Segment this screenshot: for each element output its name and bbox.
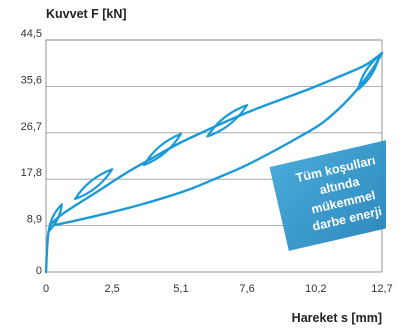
hysteresis-loop-1 <box>47 203 63 233</box>
hysteresis-loop-5 <box>357 54 381 91</box>
hysteresis-loop-4 <box>206 104 249 138</box>
badge-background <box>269 138 386 251</box>
x-tick-label: 5,1 <box>173 283 188 295</box>
curve-lower <box>52 51 384 227</box>
y-tick-label: 35,6 <box>21 74 42 86</box>
y-tick-label: 44,5 <box>21 28 42 40</box>
x-axis-title: Hareket s [mm] <box>292 311 382 325</box>
performance-badge: Tüm koşulları altında mükemmel darbe ene… <box>269 138 386 251</box>
curve-layer <box>44 51 384 274</box>
y-tick-label: 17,8 <box>21 167 42 179</box>
x-tick-label: 12,7 <box>371 283 392 295</box>
y-axis-title: Kuvvet F [kN] <box>46 7 127 21</box>
x-tick-label: 10,2 <box>305 283 326 295</box>
x-tick-label: 2,5 <box>104 283 119 295</box>
curve-upper <box>44 51 384 274</box>
hysteresis-loop-2 <box>74 168 114 201</box>
y-tick-label: 0 <box>36 265 42 277</box>
hysteresis-loop-3 <box>142 132 183 167</box>
tick-labels: 0 8,9 17,8 26,7 35,6 44,5 0 2,5 5,1 7,6 10,2 12,7 <box>21 28 393 295</box>
y-tick-label: 26,7 <box>21 121 42 133</box>
x-tick-label: 7,6 <box>239 283 254 295</box>
y-tick-label: 8,9 <box>27 214 42 226</box>
x-tick-label: 0 <box>43 283 49 295</box>
